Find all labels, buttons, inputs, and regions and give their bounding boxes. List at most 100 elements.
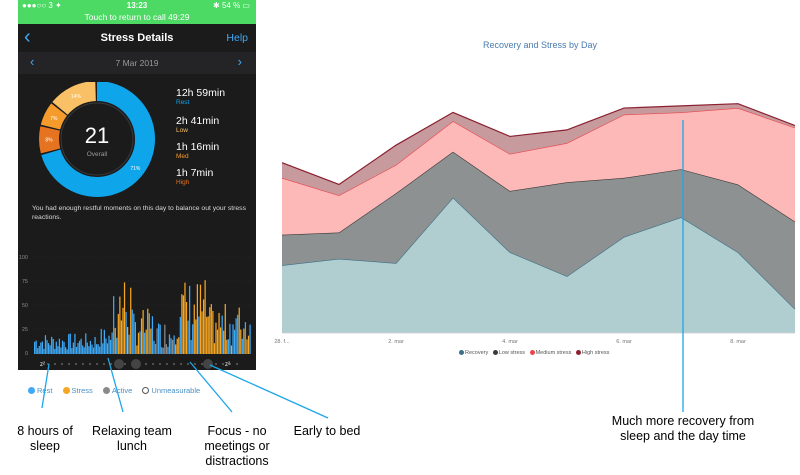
phone-screenshot: ●●●○○ 3 ✦ 13:23 ✱ 54 % ▭ Touch to return… <box>18 0 256 370</box>
stress-bar <box>75 346 78 354</box>
timeline-dot <box>229 363 231 365</box>
stress-bar <box>54 348 56 354</box>
donut-label-rest: 71% <box>130 166 141 172</box>
y-tick-50: 50 <box>22 303 28 309</box>
next-day-icon[interactable]: › <box>237 54 242 69</box>
timeline-dot <box>89 363 91 365</box>
stress-bar <box>128 334 130 354</box>
timeline-dot <box>201 363 203 365</box>
stress-dot-icon <box>62 387 70 394</box>
area-low-stress <box>282 151 795 309</box>
stress-bar <box>206 316 208 354</box>
stress-bar <box>184 282 186 354</box>
previous-day-icon[interactable]: ‹ <box>30 54 35 69</box>
stress-bar <box>213 343 216 354</box>
area-high-stress <box>282 103 795 196</box>
legend-unmeasurable-text: Unmeasurable <box>151 386 201 395</box>
nav-bar: ‹ Stress Details Help <box>18 24 256 53</box>
stress-bar <box>210 304 212 354</box>
stress-bar <box>77 343 79 354</box>
status-bar[interactable]: ●●●○○ 3 ✦ 13:23 ✱ 54 % ▭ Touch to return… <box>18 0 256 24</box>
stress-bar <box>165 344 167 354</box>
stress-bar <box>134 322 136 354</box>
activity-icon <box>114 359 124 369</box>
line-high-stress <box>281 103 796 186</box>
legend-med: 1h 16min Med <box>176 141 219 160</box>
stress-bar <box>130 287 132 354</box>
x-tick-label: 4. mar <box>502 339 518 345</box>
donut-label-med: 7% <box>50 116 58 122</box>
x-tick-label: 8. mar <box>730 339 746 345</box>
stress-bars <box>34 280 251 354</box>
stress-bar <box>47 343 50 354</box>
legend-low-stress-text: Low stress <box>498 350 526 356</box>
stress-bar <box>148 313 150 354</box>
stress-bar <box>159 324 161 354</box>
stress-bar <box>192 324 194 354</box>
run-icon <box>203 359 213 369</box>
stress-bar <box>61 340 64 354</box>
carrier-signal: ●●●○○ 3 ✦ <box>22 1 62 10</box>
stress-bar <box>80 338 82 354</box>
legend-low: 2h 41min Low <box>176 115 219 134</box>
stress-bar <box>58 338 61 354</box>
legend-stress-text: Stress <box>71 386 93 395</box>
chevron-left-icon[interactable]: ‹ <box>24 26 31 48</box>
legend-stress-item: Stress <box>62 386 93 395</box>
stress-bar <box>99 346 101 354</box>
chart-x-axis: 28. f... 2. mar 4. mar 6. mar 8. mar <box>274 339 746 345</box>
stress-bar <box>246 339 248 354</box>
sleep-icon: z² <box>225 362 230 368</box>
stress-bar <box>37 348 39 354</box>
legend-high: 1h 7min High <box>176 167 213 186</box>
legend-active-item: Active <box>102 386 132 395</box>
stress-bar <box>133 313 135 354</box>
stress-bar <box>201 311 203 354</box>
overall-label: Overall <box>87 151 108 158</box>
stress-bar <box>158 323 160 354</box>
legend-high-stress-text: High stress <box>581 350 610 356</box>
timeline-dots <box>47 363 238 365</box>
timeline-dot <box>82 363 84 365</box>
help-button[interactable]: Help <box>226 32 248 44</box>
stress-bar <box>106 343 109 354</box>
chart-legend: Recovery Low stress Medium stress High s… <box>459 350 612 356</box>
stress-timeline-chart[interactable]: 100 75 50 25 0 z² z² 00 04 08 12 16 20 <box>18 250 256 370</box>
rest-duration: 12h 59min <box>176 87 226 99</box>
donut-segment-high[interactable] <box>39 126 61 154</box>
low-label: Low <box>176 127 188 134</box>
stress-bar <box>182 295 185 354</box>
stress-donut-chart[interactable]: 71% 8% 7% 14% 21 Overall <box>36 82 166 200</box>
stress-bar <box>204 280 206 354</box>
area-layers <box>281 103 796 333</box>
stress-bar <box>154 343 157 354</box>
stress-bar <box>235 318 237 354</box>
annotation-recovery: Much more recovery from sleep and the da… <box>611 414 755 443</box>
stress-bar <box>86 342 88 354</box>
stress-bar <box>123 282 126 354</box>
stress-bar <box>60 347 62 354</box>
stress-bar <box>38 346 40 354</box>
donut-segment-rest[interactable] <box>41 82 155 197</box>
donut-segment-med[interactable] <box>40 103 68 131</box>
stress-bar <box>41 341 43 354</box>
donut-segment-low[interactable] <box>52 82 97 116</box>
stress-bar <box>189 285 191 354</box>
recovery-dot-icon <box>459 350 464 355</box>
stress-bar <box>161 347 163 354</box>
timeline-dot <box>124 363 126 365</box>
timeline-dot <box>75 363 77 365</box>
stress-bar <box>199 284 202 354</box>
stress-bar <box>178 337 180 354</box>
legend-recovery-text: Recovery <box>465 350 489 356</box>
stress-bar <box>120 320 123 354</box>
return-to-call-banner[interactable]: Touch to return to call 49:29 <box>84 12 190 22</box>
stress-bar <box>244 322 247 354</box>
timeline-dot <box>222 363 224 365</box>
stress-bar <box>139 331 141 354</box>
stress-bar <box>249 324 251 354</box>
stress-bar <box>173 335 175 354</box>
page-title: Stress Details <box>100 32 174 44</box>
legend-recovery: Recovery <box>459 350 488 356</box>
stress-bar <box>193 304 195 354</box>
